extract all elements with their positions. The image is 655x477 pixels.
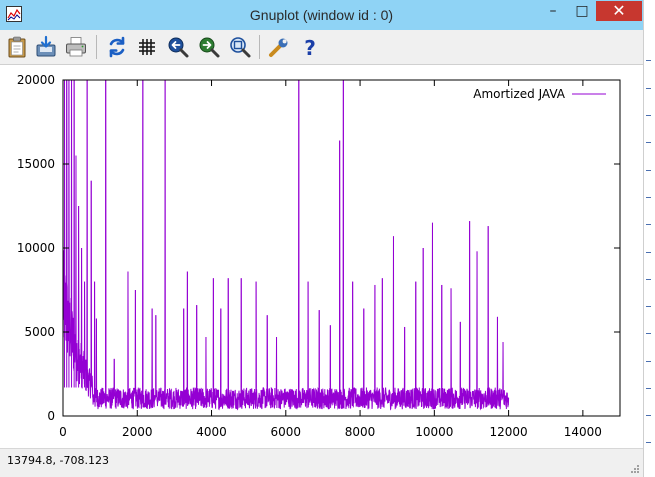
zoom-previous-button[interactable] bbox=[166, 35, 190, 59]
y-tick-label: 15000 bbox=[17, 157, 55, 171]
gnuplot-app-icon[interactable] bbox=[6, 6, 22, 22]
x-tick-label: 4000 bbox=[196, 425, 227, 439]
plot-frame bbox=[62, 79, 621, 417]
y-tick-label: 20000 bbox=[17, 73, 55, 87]
x-tick-label: 6000 bbox=[271, 425, 302, 439]
toolbar-separator bbox=[96, 35, 97, 59]
plot-svg[interactable]: 0 2000 4000 6000 8000 10000 12000 14000 0 5000 100… bbox=[0, 65, 643, 448]
legend-label: Amortized JAVA bbox=[473, 87, 566, 101]
zoom-back-icon bbox=[168, 37, 189, 58]
wrench-icon bbox=[269, 38, 288, 57]
x-tick-label: 14000 bbox=[564, 425, 602, 439]
printer-icon bbox=[66, 37, 86, 57]
mouse-coordinates: 13794.8, -708.123 bbox=[7, 454, 109, 467]
close-button[interactable]: ✕ bbox=[596, 1, 642, 21]
toolbar: ? bbox=[0, 30, 643, 65]
maximize-button[interactable]: □ bbox=[575, 3, 589, 19]
svg-text:?: ? bbox=[304, 36, 316, 59]
series-layer bbox=[62, 79, 510, 411]
plot-canvas[interactable]: 0 2000 4000 6000 8000 10000 12000 14000 0 5000 100… bbox=[0, 65, 643, 448]
x-tick-label: 0 bbox=[59, 425, 67, 439]
window-title: Gnuplot (window id : 0) bbox=[249, 7, 394, 23]
help-icon: ? bbox=[304, 36, 316, 59]
y-tick-label: 10000 bbox=[17, 241, 55, 255]
status-bar: 13794.8, -708.123 bbox=[0, 448, 643, 477]
x-tick-label: 10000 bbox=[415, 425, 453, 439]
save-button[interactable] bbox=[34, 35, 58, 59]
grid-icon bbox=[139, 39, 155, 55]
print-button[interactable] bbox=[64, 35, 88, 59]
title-bar[interactable]: Gnuplot (window id : 0) – □ ✕ bbox=[0, 0, 643, 30]
zoom-fit-icon bbox=[230, 37, 251, 58]
y-tick-label: 0 bbox=[47, 409, 55, 423]
ticks-layer: 0 2000 4000 6000 8000 10000 12000 14000 0 5000 100… bbox=[17, 73, 620, 439]
zoom-forward-icon bbox=[199, 37, 220, 58]
x-tick-label: 8000 bbox=[345, 425, 376, 439]
x-tick-label: 12000 bbox=[490, 425, 528, 439]
legend: Amortized JAVA bbox=[473, 87, 606, 101]
clipboard-icon bbox=[8, 36, 26, 58]
copy-clipboard-button[interactable] bbox=[5, 35, 29, 59]
autoscale-button[interactable] bbox=[228, 35, 252, 59]
background-window-edge bbox=[643, 0, 655, 477]
zoom-next-button[interactable] bbox=[197, 35, 221, 59]
save-icon bbox=[36, 35, 56, 57]
minimize-button[interactable]: – bbox=[549, 3, 557, 19]
refresh-icon bbox=[109, 36, 125, 58]
series-line-amortized-java bbox=[62, 79, 510, 411]
replot-button[interactable] bbox=[105, 35, 129, 59]
toolbar-separator bbox=[259, 35, 260, 59]
help-button[interactable]: ? bbox=[298, 35, 322, 59]
options-button[interactable] bbox=[267, 35, 291, 59]
resize-grip-icon[interactable] bbox=[630, 464, 640, 474]
x-tick-label: 2000 bbox=[122, 425, 153, 439]
y-tick-label: 5000 bbox=[24, 325, 55, 339]
grid-button[interactable] bbox=[135, 35, 159, 59]
